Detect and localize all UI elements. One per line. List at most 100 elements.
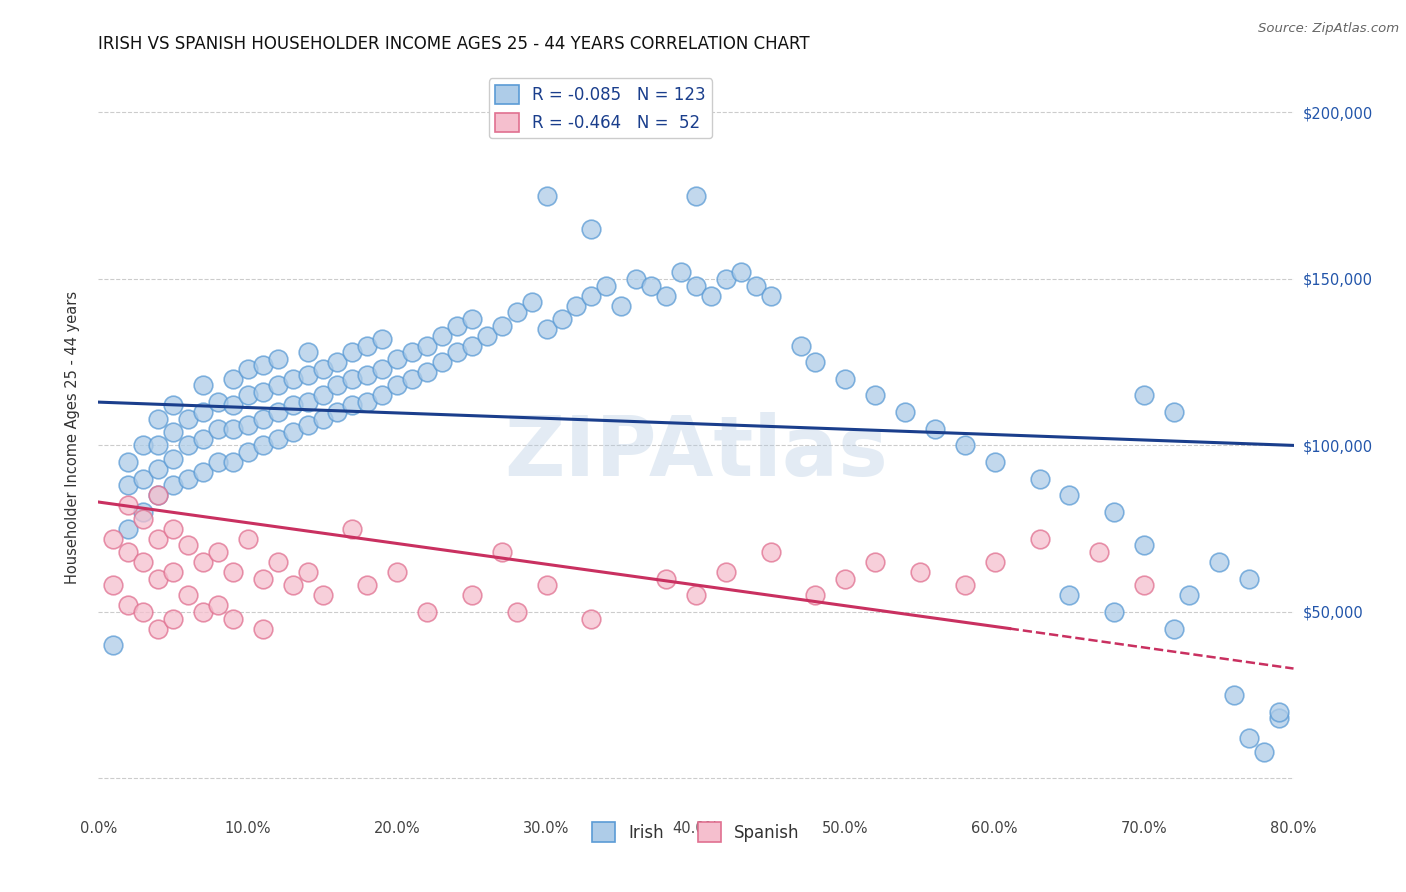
Point: [132, 505, 155, 519]
Point: [1104, 505, 1126, 519]
Point: [536, 578, 558, 592]
Point: [281, 372, 304, 386]
Point: [177, 438, 200, 452]
Point: [1133, 538, 1156, 552]
Point: [1028, 532, 1050, 546]
Point: [984, 455, 1007, 469]
Point: [640, 278, 662, 293]
Point: [132, 438, 155, 452]
Point: [117, 599, 139, 613]
Point: [356, 578, 378, 592]
Point: [1237, 731, 1260, 746]
Point: [222, 422, 245, 436]
Point: [162, 425, 184, 439]
Point: [759, 545, 782, 559]
Point: [267, 351, 290, 366]
Point: [385, 351, 409, 366]
Point: [148, 488, 170, 502]
Point: [311, 388, 333, 402]
Point: [865, 388, 887, 402]
Point: [1163, 405, 1185, 419]
Point: [177, 411, 200, 425]
Point: [297, 418, 319, 433]
Point: [953, 438, 976, 452]
Point: [371, 388, 394, 402]
Point: [520, 295, 543, 310]
Point: [311, 411, 333, 425]
Point: [506, 305, 529, 319]
Point: [117, 455, 139, 469]
Point: [461, 588, 484, 602]
Point: [401, 345, 423, 359]
Point: [148, 438, 170, 452]
Point: [191, 432, 214, 446]
Point: [148, 411, 170, 425]
Point: [1104, 605, 1126, 619]
Point: [804, 355, 827, 369]
Point: [297, 345, 319, 359]
Point: [745, 278, 768, 293]
Point: [117, 499, 139, 513]
Point: [252, 572, 274, 586]
Point: [162, 611, 184, 625]
Point: [356, 368, 378, 383]
Point: [207, 395, 229, 409]
Point: [191, 605, 214, 619]
Point: [342, 399, 364, 413]
Point: [1059, 488, 1081, 502]
Point: [252, 411, 274, 425]
Point: [669, 265, 692, 279]
Point: [714, 565, 737, 579]
Point: [789, 338, 811, 352]
Text: IRISH VS SPANISH HOUSEHOLDER INCOME AGES 25 - 44 YEARS CORRELATION CHART: IRISH VS SPANISH HOUSEHOLDER INCOME AGES…: [98, 35, 810, 53]
Point: [1237, 572, 1260, 586]
Point: [117, 545, 139, 559]
Point: [281, 399, 304, 413]
Point: [117, 478, 139, 492]
Point: [148, 572, 170, 586]
Point: [685, 278, 707, 293]
Point: [908, 565, 931, 579]
Point: [714, 272, 737, 286]
Point: [297, 368, 319, 383]
Point: [1088, 545, 1111, 559]
Point: [148, 488, 170, 502]
Point: [565, 299, 588, 313]
Point: [326, 405, 349, 419]
Point: [207, 422, 229, 436]
Point: [103, 578, 125, 592]
Point: [326, 378, 349, 392]
Point: [311, 361, 333, 376]
Point: [207, 599, 229, 613]
Point: [236, 361, 259, 376]
Point: [267, 378, 290, 392]
Point: [610, 299, 633, 313]
Point: [222, 611, 245, 625]
Point: [222, 372, 245, 386]
Point: [1253, 745, 1275, 759]
Point: [236, 388, 259, 402]
Point: [103, 638, 125, 652]
Point: [162, 478, 184, 492]
Point: [536, 322, 558, 336]
Point: [446, 318, 468, 333]
Point: [342, 345, 364, 359]
Point: [430, 355, 453, 369]
Point: [581, 288, 603, 302]
Point: [281, 425, 304, 439]
Point: [1267, 705, 1289, 719]
Legend: Irish, Spanish: Irish, Spanish: [585, 816, 807, 848]
Point: [236, 532, 259, 546]
Point: [491, 545, 513, 559]
Point: [1133, 578, 1156, 592]
Point: [865, 555, 887, 569]
Point: [162, 522, 184, 536]
Point: [207, 545, 229, 559]
Point: [162, 399, 184, 413]
Point: [191, 465, 214, 479]
Point: [804, 588, 827, 602]
Point: [685, 588, 707, 602]
Point: [834, 372, 856, 386]
Point: [162, 451, 184, 466]
Point: [342, 522, 364, 536]
